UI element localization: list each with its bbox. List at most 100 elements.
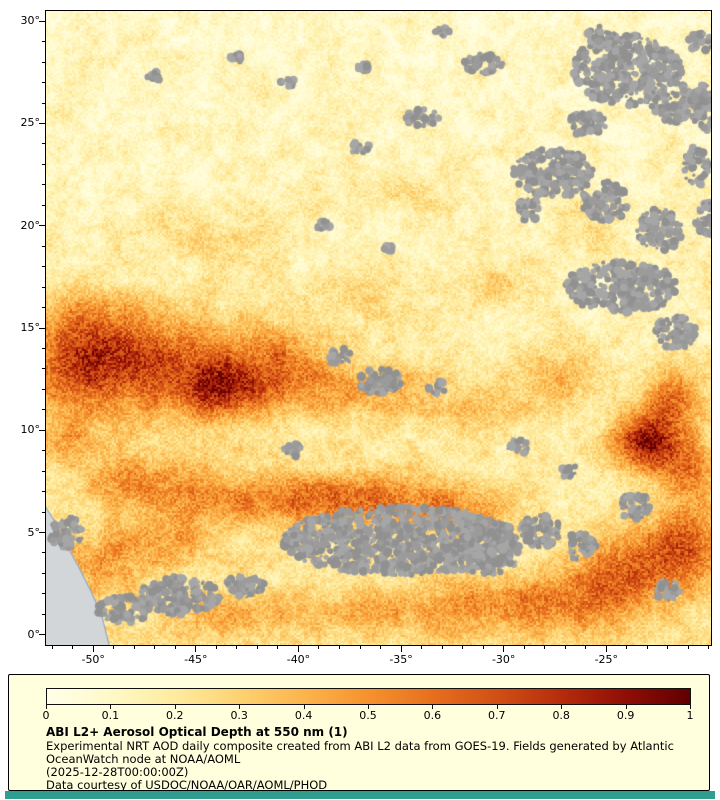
y-major-tick [39,327,45,329]
y-minor-tick [42,511,45,513]
x-major-tick [195,646,197,652]
colorbar-tick-label: 0.8 [552,709,570,722]
colorbar-tick [690,705,691,709]
y-minor-tick [42,286,45,288]
colorbar-tick [303,705,305,709]
y-minor-tick [42,491,45,493]
x-minor-tick [421,646,423,649]
y-minor-tick [42,82,45,84]
colorbar-tick [46,705,47,709]
y-tick-label: 0° [27,628,41,642]
colorbar-tick-label: 0.4 [294,709,313,722]
legend-title: ABI L2+ Aerosol Optical Depth at 550 nm … [46,725,348,739]
y-tick-label: 15° [20,321,41,335]
legend-credit: Data courtesy of USDOC/NOAA/OAR/AOML/PHO… [46,778,328,793]
x-minor-tick [256,646,258,649]
y-minor-tick [42,163,45,165]
colorbar-tick [496,705,498,709]
x-minor-tick [359,646,361,649]
y-tick-label: 30° [20,14,41,28]
x-minor-tick [174,646,176,649]
x-minor-tick [339,646,340,649]
y-minor-tick [42,184,45,186]
legend-description: Experimental NRT AOD daily composite cre… [46,739,674,767]
x-minor-tick [708,646,710,649]
y-minor-tick [42,552,45,554]
x-minor-tick [236,646,238,649]
y-major-tick [39,634,45,636]
y-minor-tick [42,388,45,390]
x-tick-label: -45° [184,653,208,666]
x-major-tick [92,646,94,652]
x-minor-tick [113,646,115,649]
x-minor-tick [646,646,648,649]
y-minor-tick [42,245,45,247]
colorbar-tick [239,705,241,709]
x-major-tick [605,646,607,652]
y-minor-tick [42,307,45,309]
y-minor-tick [42,450,45,452]
colorbar-tick-label: 0 [42,709,50,722]
colorbar-tick-label: 0.7 [488,709,506,722]
x-minor-tick [318,646,320,649]
y-major-tick [39,225,45,227]
colorbar-tick-label: 0.2 [166,709,184,722]
y-tick-label: 5° [27,525,41,539]
colorbar-tick-label: 0.6 [423,709,442,722]
y-tick-label: 20° [20,218,41,232]
colorbar-tick-label: 0.1 [101,709,120,722]
legend-timestamp: (2025-12-28T00:00:00Z) [46,765,189,780]
y-minor-tick [42,102,45,104]
colorbar-tick [368,705,369,709]
x-major-tick [503,646,505,652]
legend-box: 0 0.1 0.2 0.3 0.4 0.5 0.6 0.7 0.8 0.9 1 ABI L2+ Ae… [8,674,710,791]
x-minor-tick [277,646,279,649]
x-tick-label: -25° [594,653,619,666]
y-minor-tick [42,470,45,472]
y-minor-tick [42,266,45,268]
x-minor-tick [133,646,135,649]
y-minor-tick [42,143,45,145]
y-minor-tick [42,347,45,349]
y-minor-tick [42,593,45,595]
y-minor-tick [42,572,45,574]
x-minor-tick [585,646,587,649]
x-minor-tick [667,646,669,649]
colorbar-tick-label: 1 [686,709,694,722]
y-minor-tick [42,613,45,615]
y-minor-tick [42,41,45,43]
y-tick-label: 10° [20,423,41,437]
colorbar-tick-label: 0.3 [230,709,248,722]
y-major-tick [39,20,45,22]
x-minor-tick [564,646,566,649]
x-tick-label: -50° [81,653,105,666]
x-tick-label: -40° [286,653,311,666]
colorbar-tick-label: 0.5 [359,709,377,722]
colorbar-tick [625,705,627,709]
y-tick-label: 25° [20,116,41,130]
aod-map-canvas [46,11,711,645]
y-minor-tick [42,409,45,411]
colorbar-tick [432,705,434,709]
colorbar [46,688,691,705]
x-major-tick [297,646,299,652]
x-minor-tick [72,646,74,649]
x-minor-tick [544,646,546,649]
y-major-tick [39,122,45,124]
x-tick-label: -35° [389,653,413,666]
legend-text: ABI L2+ Aerosol Optical Depth at 550 nm … [46,725,695,793]
x-major-tick [400,646,402,652]
y-major-tick [39,532,45,534]
x-minor-tick [51,646,53,649]
x-minor-tick [380,646,382,649]
colorbar-tick [110,705,112,709]
y-minor-tick [42,204,45,206]
colorbar-tick-label: 0.9 [616,709,635,722]
colorbar-tick [174,705,176,709]
x-minor-tick [482,646,484,649]
x-minor-tick [687,646,689,649]
x-minor-tick [215,646,217,649]
x-minor-tick [462,646,464,649]
x-minor-tick [523,646,525,649]
footer-teal-bar [5,791,715,799]
